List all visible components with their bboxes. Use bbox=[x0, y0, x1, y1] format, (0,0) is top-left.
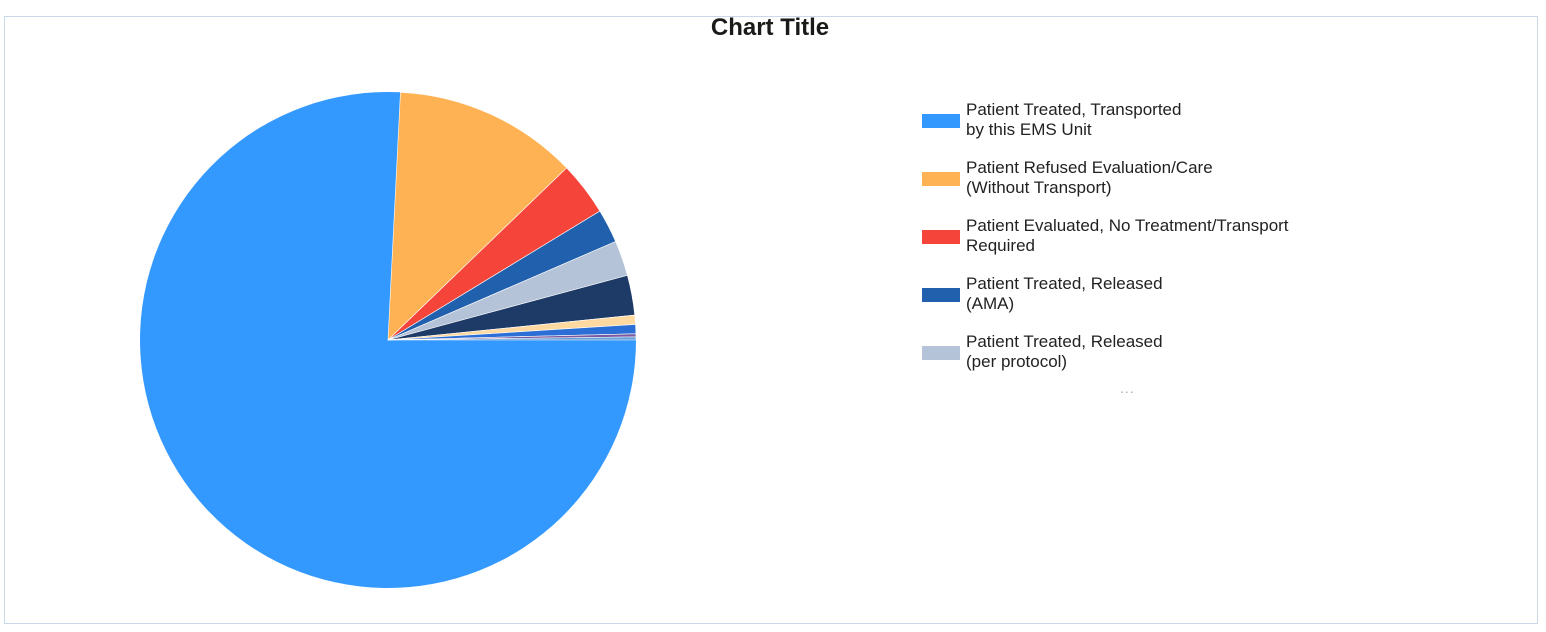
legend-swatch-1 bbox=[922, 172, 960, 186]
pie-slice-1 bbox=[387, 91, 568, 341]
legend-label-1: Patient Refused Evaluation/Care (Without … bbox=[966, 158, 1213, 198]
legend-swatch-3 bbox=[922, 288, 960, 302]
legend-label-2: Patient Evaluated, No Treatment/Transpor… bbox=[966, 216, 1289, 256]
pie-slice-9 bbox=[387, 336, 637, 341]
legend-label-line: Patient Treated, Released bbox=[966, 274, 1163, 293]
legend-label-line: by this EMS Unit bbox=[966, 120, 1092, 139]
legend-swatch-0 bbox=[922, 114, 960, 128]
legend-label-3: Patient Treated, Released (AMA) bbox=[966, 274, 1163, 314]
legend-swatch-2 bbox=[922, 230, 960, 244]
legend-label-4: Patient Treated, Released (per protocol) bbox=[966, 332, 1163, 372]
legend-label-0: Patient Treated, Transported by this EMS … bbox=[966, 100, 1181, 140]
legend-label-line: (AMA) bbox=[966, 294, 1015, 313]
legend-label-line: Required bbox=[966, 236, 1035, 255]
legend-label-line: (Without Transport) bbox=[966, 178, 1112, 197]
legend-swatch-4 bbox=[922, 346, 960, 360]
legend-label-line: Patient Refused Evaluation/Care bbox=[966, 158, 1213, 177]
legend-label-line: Patient Treated, Transported bbox=[966, 100, 1182, 119]
legend-more-indicator: ... bbox=[1120, 380, 1135, 396]
legend-label-line: (per protocol) bbox=[966, 352, 1068, 371]
legend-label-line: Patient Treated, Released bbox=[966, 332, 1163, 351]
legend-label-line: Patient Evaluated, No Treatment/Transpor… bbox=[966, 216, 1289, 235]
chart-title: Chart Title bbox=[710, 14, 830, 41]
